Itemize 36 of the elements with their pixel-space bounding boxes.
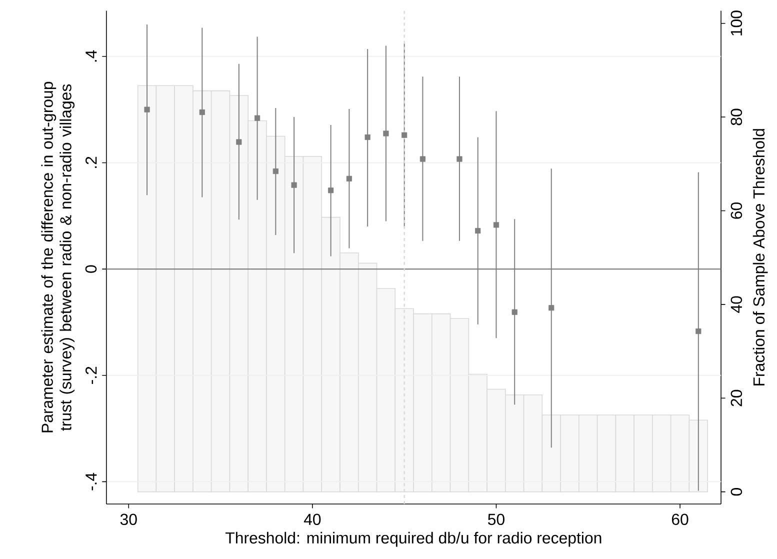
point <box>328 188 334 194</box>
x-tick-label: 60 <box>672 514 688 526</box>
point <box>364 134 370 140</box>
point <box>144 106 150 112</box>
point <box>548 305 554 311</box>
point <box>383 130 389 136</box>
x-tick-label: 30 <box>120 514 137 526</box>
point <box>475 228 481 234</box>
point <box>456 156 462 162</box>
point <box>346 176 352 182</box>
x-axis-title: Threshold: minimum required db/u for radio reception <box>225 532 602 547</box>
y2-tick-label: 100 <box>730 10 742 36</box>
y2-tick-label: 60 <box>730 202 742 219</box>
y-tick-label: -.2 <box>86 366 97 384</box>
y-tick-label: .4 <box>86 50 97 62</box>
y2-tick-label: 0 <box>730 488 742 496</box>
y-axis-title: Parameter estimate of the difference in out-group trust (survey) between radio & non-radio villages <box>41 82 75 432</box>
point <box>420 156 426 162</box>
point <box>254 115 260 121</box>
point <box>696 328 702 334</box>
point <box>272 168 278 174</box>
point <box>402 132 408 138</box>
point <box>236 139 242 145</box>
point <box>199 109 205 116</box>
y-tick-label: 0 <box>85 265 97 273</box>
y2-tick-label: 40 <box>730 296 742 313</box>
y2-tick-label: 80 <box>730 108 742 126</box>
point <box>512 309 518 315</box>
y2-tick-label: 20 <box>730 390 742 406</box>
point <box>493 222 500 228</box>
x-tick-label: 50 <box>488 514 504 526</box>
x-tick-label: 40 <box>304 514 321 526</box>
y-tick-label: .2 <box>86 156 97 168</box>
point <box>291 182 297 188</box>
y2-axis-title: Fraction of Sample Above Threshold <box>752 129 768 386</box>
y-tick-label: -.4 <box>86 472 97 490</box>
